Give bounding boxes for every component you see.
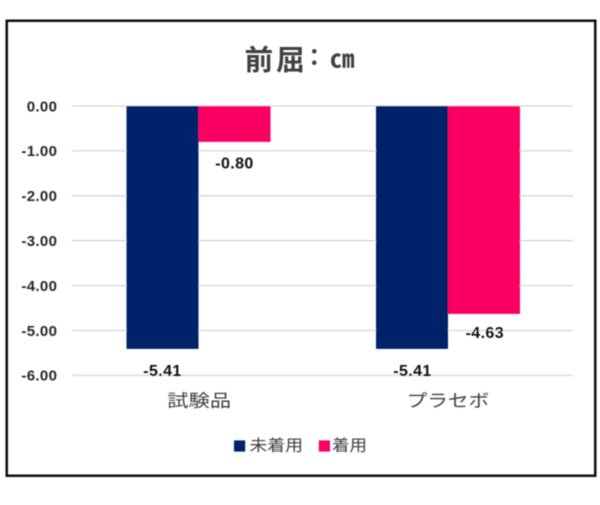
svg-text:-5.41: -5.41 <box>393 363 431 380</box>
svg-text:-5.41: -5.41 <box>143 363 181 380</box>
svg-text:0.00: 0.00 <box>27 98 58 115</box>
svg-text:-6.00: -6.00 <box>21 368 57 385</box>
svg-text:-4.63: -4.63 <box>466 325 504 342</box>
svg-text:-3.00: -3.00 <box>21 233 57 250</box>
svg-text:-1.00: -1.00 <box>21 143 57 160</box>
svg-text:-0.80: -0.80 <box>215 156 253 173</box>
svg-text:-4.00: -4.00 <box>21 278 57 295</box>
svg-text:-2.00: -2.00 <box>21 188 57 205</box>
svg-text:-5.00: -5.00 <box>21 323 57 340</box>
